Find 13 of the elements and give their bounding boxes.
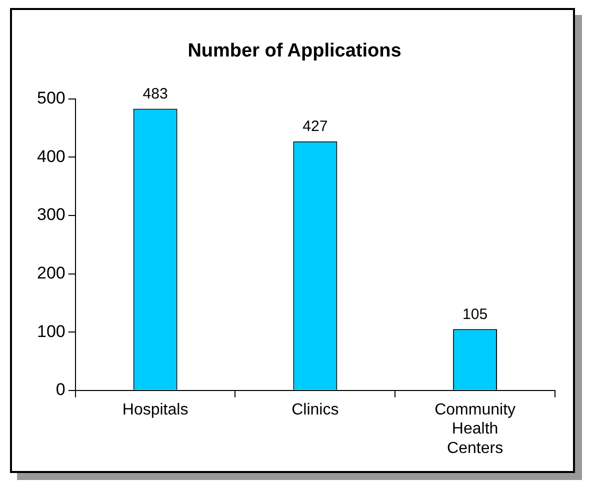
y-tick-label: 200	[36, 263, 66, 282]
data-label: 105	[462, 306, 488, 323]
x-tick-label: Hospitals	[122, 401, 188, 418]
y-tick-label: 100	[36, 322, 66, 341]
y-tick-label: 400	[36, 146, 66, 166]
x-tick-label: Clinics	[292, 401, 339, 418]
y-tick-label: 0	[56, 380, 66, 400]
data-label: 427	[302, 118, 328, 136]
data-label: 483	[142, 85, 168, 102]
chart-title: Number of Applications	[188, 40, 402, 62]
x-tick-label: Community Health Centers	[434, 401, 516, 457]
y-tick-label: 500	[36, 88, 66, 108]
y-tick-label: 300	[36, 205, 66, 224]
